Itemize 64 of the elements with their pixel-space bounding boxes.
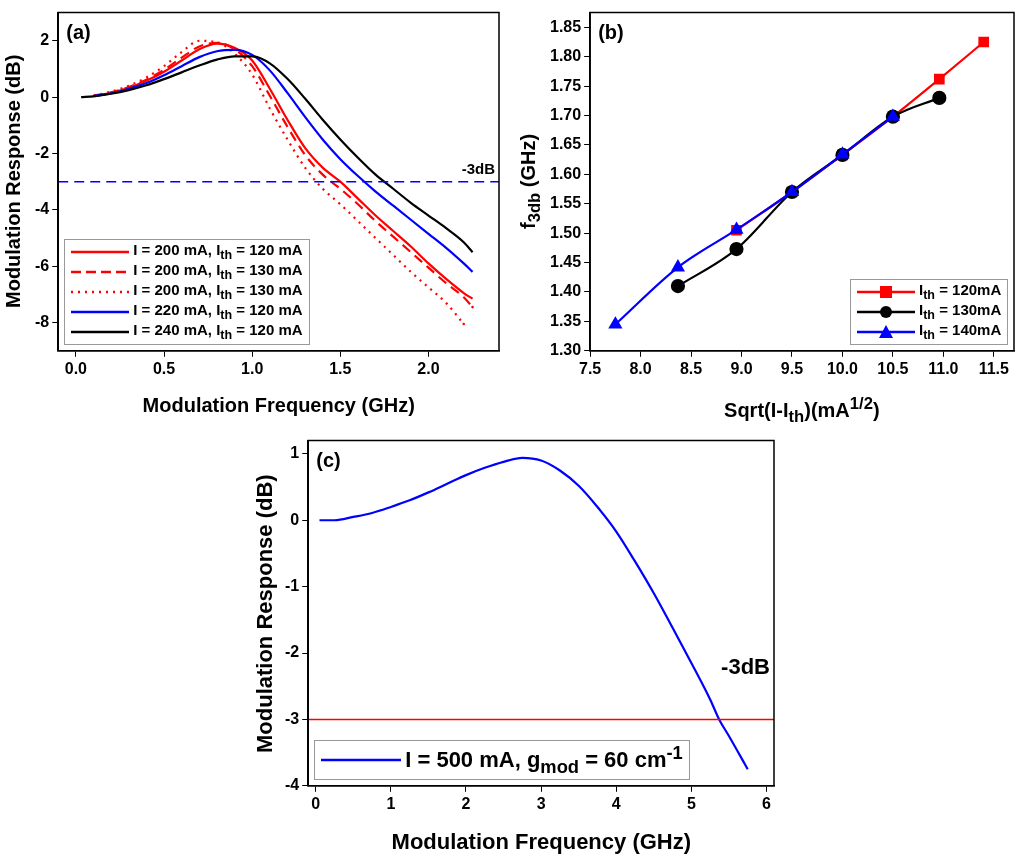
- ref-line-label: -3dB: [461, 160, 496, 178]
- y-tick-label: -1: [284, 577, 300, 595]
- x-tick-label: 8.5: [679, 359, 703, 377]
- x-tick-label: 0.5: [152, 359, 176, 377]
- x-tick-label: 7.5: [579, 359, 602, 377]
- y-tick-label: 1.50: [550, 223, 582, 241]
- x-tick-label: 2.0: [417, 359, 440, 377]
- y-tick-label: 1.55: [550, 194, 582, 212]
- x-tick-label: 10.0: [826, 359, 859, 377]
- x-tick-label: 4: [611, 794, 621, 812]
- legend-label: I = 220 mA, I$_{th}$ = 120 mA: [133, 301, 303, 323]
- y-tick-label: 1.40: [550, 282, 582, 300]
- y-tick-label: 1.30: [550, 341, 582, 359]
- legend-label: I = 240 mA, I$_{th}$ = 120 mA: [133, 321, 303, 343]
- y-tick-label: 1.75: [550, 76, 582, 94]
- y-tick-label: 0: [40, 87, 50, 105]
- y-tick-label: 1.70: [550, 105, 582, 123]
- x-tick-label: 10.5: [877, 359, 909, 377]
- y-tick-label: 1.65: [550, 135, 582, 153]
- y-tick-label: -3: [284, 709, 300, 727]
- y-tick-label: 1.85: [550, 17, 582, 35]
- legend-label: I = 200 mA, I$_{th}$ = 130 mA: [133, 281, 303, 303]
- y-tick-label: -6: [34, 256, 50, 274]
- chart-title: (a): [66, 20, 91, 44]
- y-tick-label: 1: [290, 444, 300, 462]
- x-tick-label: 11.0: [928, 359, 959, 377]
- legend-label: I$_{th}$ = 120mA: [919, 281, 1002, 303]
- y-tick-label: 1.60: [550, 164, 582, 182]
- x-tick-label: 6: [762, 794, 772, 812]
- x-tick-label: 3: [536, 794, 546, 812]
- ref-line-label: -3dB: [721, 654, 770, 680]
- legend-label: I = 200 mA, I$_{th}$ = 130 mA: [133, 261, 303, 283]
- x-axis-title: Sqrt(I-I$_{th}$)(mA$^{1/2}$): [724, 394, 880, 427]
- x-axis-title: Modulation Frequency (GHz): [142, 394, 415, 417]
- x-tick-label: 8.0: [629, 359, 652, 377]
- y-axis-title: Modulation Response (dB): [2, 54, 25, 309]
- x-tick-label: 1: [386, 794, 396, 812]
- x-tick-label: 0: [311, 794, 321, 812]
- x-tick-label: 2: [461, 794, 471, 812]
- y-tick-label: 1.45: [550, 252, 582, 270]
- y-tick-label: 2: [40, 31, 50, 49]
- legend-label: I$_{th}$ = 140mA: [919, 321, 1002, 343]
- x-tick-label: 9.0: [730, 359, 753, 377]
- chart-title: (b): [598, 20, 624, 44]
- x-tick-label: 5: [686, 794, 696, 812]
- legend-label: I$_{th}$ = 130mA: [919, 301, 1002, 323]
- x-axis-title: Modulation Frequency (GHz): [391, 829, 692, 855]
- x-tick-label: 1.0: [241, 359, 264, 377]
- y-tick-label: -2: [284, 643, 300, 661]
- legend-label: I = 200 mA, I$_{th}$ = 120 mA: [133, 241, 303, 263]
- x-tick-label: 9.5: [780, 359, 804, 377]
- chart-title: (c): [316, 448, 341, 472]
- y-tick-label: 0: [290, 510, 300, 528]
- x-tick-label: 1.5: [329, 359, 352, 377]
- y-tick-label: -2: [34, 143, 50, 161]
- y-tick-label: -4: [34, 200, 50, 218]
- y-tick-label: -4: [284, 776, 300, 794]
- y-tick-label: 1.80: [550, 47, 582, 65]
- y-axis-title: Modulation Response (dB): [252, 474, 278, 753]
- x-tick-label: 0.0: [64, 359, 88, 377]
- y-tick-label: 1.35: [550, 311, 582, 329]
- y-tick-label: -8: [34, 313, 50, 331]
- x-tick-label: 11.5: [978, 359, 1010, 377]
- legend-label: I = 500 mA, g$_{mod}$ = 60 cm$^{-1}$: [405, 741, 683, 778]
